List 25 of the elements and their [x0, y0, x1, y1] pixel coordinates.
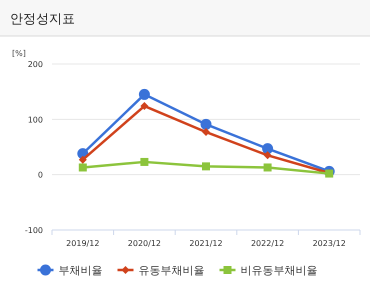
legend-label: 부채비율	[58, 264, 102, 277]
x-tick-label: 2023/12	[312, 239, 346, 248]
point	[264, 163, 272, 172]
y-tick-label: 0	[38, 170, 43, 180]
x-tick-label: 2019/12	[66, 239, 100, 248]
point	[140, 158, 148, 166]
point	[138, 88, 150, 100]
x-tick-label: 2020/12	[128, 239, 162, 248]
y-tick-label: -100	[24, 226, 43, 235]
point	[140, 102, 148, 110]
point	[264, 151, 272, 160]
legend-label: 유동부채비율	[138, 264, 204, 277]
x-tick-label: 2022/12	[250, 239, 284, 248]
y-tick-label: 100	[28, 115, 43, 124]
point	[200, 118, 212, 130]
y-axis-title: [%]	[12, 49, 26, 58]
point	[202, 162, 210, 170]
point	[262, 143, 274, 154]
chart-title: 안정성지표	[10, 12, 75, 27]
y-tick-label: 200	[28, 60, 43, 69]
point	[202, 128, 210, 136]
point	[78, 163, 87, 172]
x-tick-label: 2021/12	[189, 239, 223, 248]
point	[78, 156, 87, 164]
legend-label: 비유동부채비율	[240, 264, 318, 277]
